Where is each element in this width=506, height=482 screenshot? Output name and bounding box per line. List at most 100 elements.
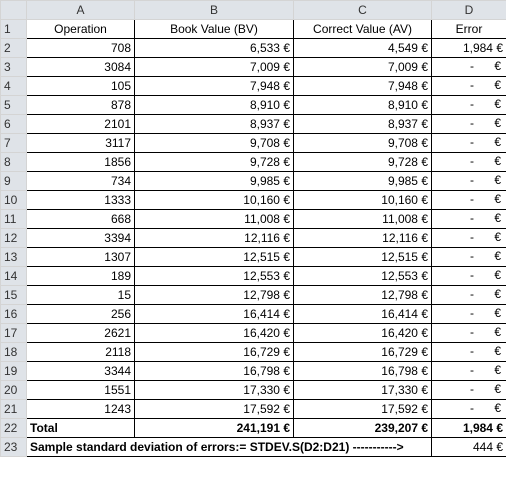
row-header[interactable]: 13: [0, 247, 27, 267]
row-header[interactable]: 12: [0, 228, 27, 248]
row-header[interactable]: 21: [0, 399, 27, 419]
cell-correct-value[interactable]: 12,798 €: [293, 285, 432, 305]
cell-total-book-value[interactable]: 241,191 €: [134, 418, 294, 438]
cell-stdev-label[interactable]: Sample standard deviation of errors:= ST…: [26, 437, 432, 457]
row-header[interactable]: 5: [0, 95, 27, 115]
cell-header-correct-value[interactable]: Correct Value (AV): [293, 19, 432, 39]
cell-error[interactable]: - €: [431, 95, 506, 115]
cell-operation[interactable]: 708: [26, 38, 135, 58]
cell-correct-value[interactable]: 7,948 €: [293, 76, 432, 96]
cell-correct-value[interactable]: 16,420 €: [293, 323, 432, 343]
row-header[interactable]: 1: [0, 19, 27, 39]
cell-correct-value[interactable]: 16,414 €: [293, 304, 432, 324]
cell-correct-value[interactable]: 8,937 €: [293, 114, 432, 134]
cell-operation[interactable]: 3084: [26, 57, 135, 77]
cell-correct-value[interactable]: 16,729 €: [293, 342, 432, 362]
row-header[interactable]: 22: [0, 418, 27, 438]
cell-total-label[interactable]: Total: [26, 418, 135, 438]
column-header-b[interactable]: B: [134, 0, 294, 20]
row-header[interactable]: 7: [0, 133, 27, 153]
row-header[interactable]: 20: [0, 380, 27, 400]
row-header[interactable]: 14: [0, 266, 27, 286]
cell-correct-value[interactable]: 9,728 €: [293, 152, 432, 172]
row-header[interactable]: 3: [0, 57, 27, 77]
cell-book-value[interactable]: 12,553 €: [134, 266, 294, 286]
cell-book-value[interactable]: 12,116 €: [134, 228, 294, 248]
cell-error[interactable]: - €: [431, 304, 506, 324]
cell-book-value[interactable]: 9,985 €: [134, 171, 294, 191]
column-header-d[interactable]: D: [431, 0, 506, 20]
cell-operation[interactable]: 2101: [26, 114, 135, 134]
row-header[interactable]: 4: [0, 76, 27, 96]
select-all-corner[interactable]: [0, 0, 27, 20]
cell-correct-value[interactable]: 4,549 €: [293, 38, 432, 58]
cell-error[interactable]: - €: [431, 380, 506, 400]
cell-error[interactable]: 1,984 €: [431, 38, 506, 58]
row-header[interactable]: 9: [0, 171, 27, 191]
cell-operation[interactable]: 668: [26, 209, 135, 229]
cell-operation[interactable]: 3344: [26, 361, 135, 381]
cell-book-value[interactable]: 8,937 €: [134, 114, 294, 134]
cell-error[interactable]: - €: [431, 209, 506, 229]
cell-error[interactable]: - €: [431, 57, 506, 77]
cell-error[interactable]: - €: [431, 152, 506, 172]
cell-operation[interactable]: 1333: [26, 190, 135, 210]
cell-book-value[interactable]: 10,160 €: [134, 190, 294, 210]
row-header[interactable]: 10: [0, 190, 27, 210]
cell-correct-value[interactable]: 8,910 €: [293, 95, 432, 115]
cell-correct-value[interactable]: 10,160 €: [293, 190, 432, 210]
cell-header-error[interactable]: Error: [431, 19, 506, 39]
column-header-a[interactable]: A: [26, 0, 135, 20]
cell-operation[interactable]: 1551: [26, 380, 135, 400]
row-header[interactable]: 2: [0, 38, 27, 58]
cell-operation[interactable]: 1307: [26, 247, 135, 267]
row-header[interactable]: 15: [0, 285, 27, 305]
cell-book-value[interactable]: 16,729 €: [134, 342, 294, 362]
cell-stdev-value[interactable]: 444 €: [431, 437, 506, 457]
cell-book-value[interactable]: 11,008 €: [134, 209, 294, 229]
cell-correct-value[interactable]: 17,330 €: [293, 380, 432, 400]
cell-book-value[interactable]: 17,330 €: [134, 380, 294, 400]
cell-error[interactable]: - €: [431, 323, 506, 343]
cell-total-correct-value[interactable]: 239,207 €: [293, 418, 432, 438]
cell-book-value[interactable]: 12,515 €: [134, 247, 294, 267]
cell-correct-value[interactable]: 12,515 €: [293, 247, 432, 267]
row-header[interactable]: 8: [0, 152, 27, 172]
cell-total-error[interactable]: 1,984 €: [431, 418, 506, 438]
cell-operation[interactable]: 2621: [26, 323, 135, 343]
cell-header-book-value[interactable]: Book Value (BV): [134, 19, 294, 39]
cell-operation[interactable]: 1856: [26, 152, 135, 172]
cell-error[interactable]: - €: [431, 190, 506, 210]
cell-correct-value[interactable]: 17,592 €: [293, 399, 432, 419]
cell-error[interactable]: - €: [431, 361, 506, 381]
cell-operation[interactable]: 189: [26, 266, 135, 286]
cell-book-value[interactable]: 17,592 €: [134, 399, 294, 419]
cell-operation[interactable]: 3117: [26, 133, 135, 153]
cell-error[interactable]: - €: [431, 76, 506, 96]
cell-correct-value[interactable]: 7,009 €: [293, 57, 432, 77]
cell-book-value[interactable]: 16,420 €: [134, 323, 294, 343]
cell-operation[interactable]: 2118: [26, 342, 135, 362]
cell-error[interactable]: - €: [431, 266, 506, 286]
cell-operation[interactable]: 878: [26, 95, 135, 115]
cell-operation[interactable]: 3394: [26, 228, 135, 248]
row-header[interactable]: 16: [0, 304, 27, 324]
cell-correct-value[interactable]: 12,116 €: [293, 228, 432, 248]
cell-book-value[interactable]: 16,414 €: [134, 304, 294, 324]
cell-book-value[interactable]: 6,533 €: [134, 38, 294, 58]
cell-operation[interactable]: 256: [26, 304, 135, 324]
cell-error[interactable]: - €: [431, 114, 506, 134]
cell-error[interactable]: - €: [431, 171, 506, 191]
cell-operation[interactable]: 1243: [26, 399, 135, 419]
cell-correct-value[interactable]: 11,008 €: [293, 209, 432, 229]
column-header-c[interactable]: C: [293, 0, 432, 20]
row-header[interactable]: 11: [0, 209, 27, 229]
cell-error[interactable]: - €: [431, 133, 506, 153]
row-header[interactable]: 17: [0, 323, 27, 343]
cell-error[interactable]: - €: [431, 342, 506, 362]
cell-book-value[interactable]: 7,948 €: [134, 76, 294, 96]
cell-book-value[interactable]: 16,798 €: [134, 361, 294, 381]
cell-correct-value[interactable]: 12,553 €: [293, 266, 432, 286]
cell-book-value[interactable]: 8,910 €: [134, 95, 294, 115]
cell-correct-value[interactable]: 9,985 €: [293, 171, 432, 191]
